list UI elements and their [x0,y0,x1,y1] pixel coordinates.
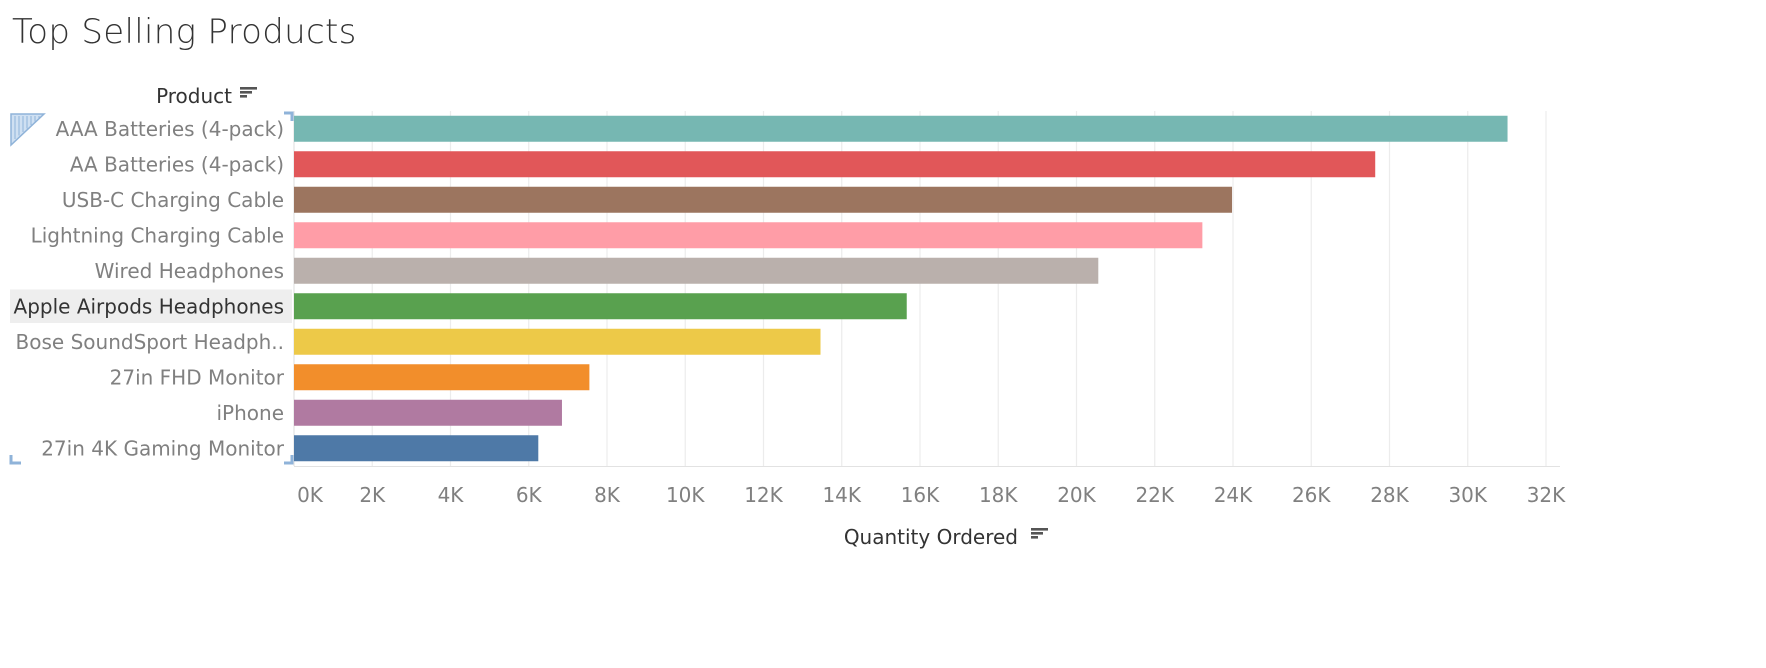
x-tick-label: 18K [979,483,1018,507]
sort-icon[interactable] [240,87,257,98]
x-tick-label: 32K [1527,483,1566,507]
category-label[interactable]: iPhone [216,401,284,425]
x-tick-label: 8K [594,483,621,507]
y-axis-header[interactable]: Product [156,84,232,108]
category-label[interactable]: 27in 4K Gaming Monitor [41,436,285,460]
category-label[interactable]: Lightning Charging Cable [31,223,284,247]
x-axis-title[interactable]: Quantity Ordered [844,525,1018,549]
chart-title: Top Selling Products [12,12,357,52]
x-tick-label: 16K [901,483,940,507]
category-label[interactable]: AA Batteries (4-pack) [70,152,284,176]
x-tick-label: 4K [438,483,465,507]
selection-bracket-top-right [284,111,294,121]
x-tick-label: 20K [1057,483,1096,507]
x-tick-label: 26K [1292,483,1331,507]
bar[interactable] [294,399,562,426]
selection-bracket-bottom-left [9,455,21,465]
x-tick-label: 0K [297,483,324,507]
category-label[interactable]: Wired Headphones [95,259,284,283]
bar[interactable] [294,435,539,462]
x-tick-label: 22K [1135,483,1174,507]
bar[interactable] [294,364,590,391]
category-label[interactable]: Bose SoundSport Headph.. [16,330,284,354]
x-tick-label: 28K [1370,483,1409,507]
bar[interactable] [294,293,907,320]
x-tick-label: 24K [1214,483,1253,507]
category-label[interactable]: AAA Batteries (4-pack) [56,117,284,141]
selection-bracket-bottom-right [284,455,294,465]
bar[interactable] [294,186,1233,213]
bar[interactable] [294,115,1508,142]
x-tick-label: 14K [822,483,861,507]
category-label[interactable]: 27in FHD Monitor [110,365,285,389]
bar[interactable] [294,328,821,355]
bar[interactable] [294,151,1376,178]
x-tick-label: 10K [666,483,705,507]
highlight-band [10,289,292,323]
bar[interactable] [294,222,1203,249]
bar[interactable] [294,257,1099,284]
x-tick-label: 12K [744,483,783,507]
category-label[interactable]: USB-C Charging Cable [62,188,284,212]
category-label[interactable]: Apple Airpods Headphones [14,294,284,318]
x-tick-label: 30K [1448,483,1487,507]
x-tick-label: 6K [516,483,543,507]
sort-icon[interactable] [1031,528,1048,539]
x-tick-label: 2K [359,483,386,507]
